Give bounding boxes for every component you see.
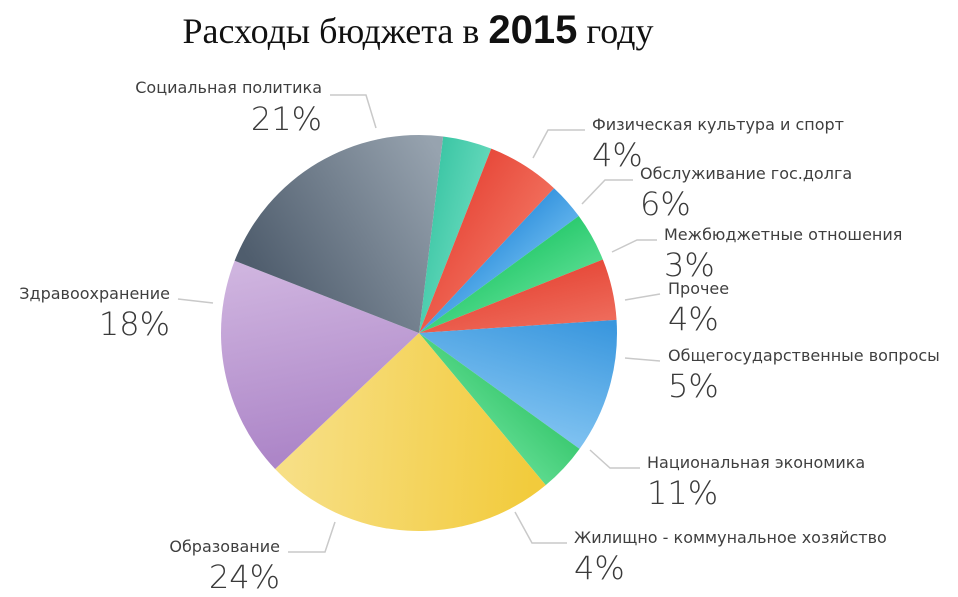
slice-category-label: Обслуживание гос.долга bbox=[640, 164, 852, 183]
leader-line bbox=[330, 94, 377, 129]
leader-line bbox=[589, 449, 640, 469]
slice-category-label: Общегосударственные вопросы bbox=[668, 346, 940, 365]
slice-category-label: Прочее bbox=[668, 279, 729, 298]
pie-slice bbox=[419, 319, 618, 449]
slice-category-label: Физическая культура и спорт bbox=[592, 115, 844, 134]
pie-slice bbox=[419, 333, 580, 486]
title-suffix: году bbox=[586, 11, 654, 51]
slice-category-label: Здравоохранение bbox=[19, 284, 170, 303]
slice-category-label: Социальная политика bbox=[135, 78, 322, 97]
chart-title: Расходы бюджета в 2015 году bbox=[0, 8, 836, 53]
title-prefix: Расходы бюджета в bbox=[182, 11, 480, 51]
slice-labels: Физическая культура и спорт4%Обслуживани… bbox=[19, 78, 940, 596]
slice-value-label: 21% bbox=[251, 100, 322, 138]
leader-lines bbox=[177, 94, 661, 553]
leader-line bbox=[177, 298, 214, 304]
slice-value-label: 4% bbox=[668, 300, 719, 338]
pie-slice bbox=[275, 333, 546, 532]
leader-line bbox=[581, 179, 633, 205]
slice-value-label: 3% bbox=[664, 246, 715, 284]
slice-category-label: Жилищно - коммунальное хозяйство bbox=[574, 528, 887, 547]
slice-value-label: 4% bbox=[574, 549, 625, 587]
pie-slices bbox=[220, 135, 618, 532]
slice-category-label: Образование bbox=[169, 537, 280, 556]
pie-slice bbox=[419, 188, 579, 333]
leader-line bbox=[611, 239, 657, 253]
pie-slice bbox=[234, 135, 444, 333]
leader-line bbox=[624, 293, 661, 301]
pie-slice bbox=[419, 148, 555, 333]
leader-line bbox=[514, 511, 567, 544]
leader-line bbox=[624, 357, 661, 362]
slice-value-label: 24% bbox=[209, 558, 280, 596]
slice-category-label: Национальная экономика bbox=[647, 453, 865, 472]
pie-slice bbox=[419, 259, 617, 333]
pie-slice bbox=[419, 216, 603, 333]
pie-slice bbox=[220, 260, 419, 470]
title-year: 2015 bbox=[488, 8, 578, 52]
slice-value-label: 5% bbox=[668, 367, 719, 405]
slice-value-label: 18% bbox=[99, 305, 170, 343]
slice-value-label: 4% bbox=[592, 136, 643, 174]
leader-line bbox=[288, 521, 336, 553]
leader-line bbox=[532, 129, 585, 159]
slice-value-label: 6% bbox=[640, 185, 691, 223]
slice-category-label: Межбюджетные отношения bbox=[664, 225, 902, 244]
pie-slice bbox=[419, 136, 492, 333]
slice-value-label: 11% bbox=[647, 474, 718, 512]
